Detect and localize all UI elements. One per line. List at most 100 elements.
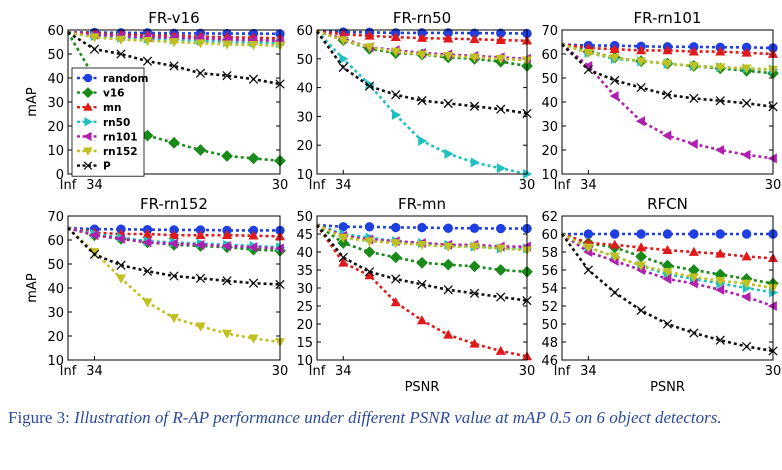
data-point [715,335,725,345]
data-point [495,345,506,355]
y-tick-label: 60 [47,24,64,39]
y-tick-label: 60 [47,234,64,249]
x-axis-label: PSNR [405,380,440,395]
plot-frame [67,215,281,361]
data-point [444,148,454,159]
data-point [115,233,125,244]
data-point [389,251,402,264]
x-tick-label: Inf [309,364,326,379]
x-tick-label: 30 [765,364,782,379]
plot-frame [316,29,528,175]
data-point [609,90,619,102]
data-point [469,338,480,348]
data-point [496,223,506,234]
data-point [416,256,428,269]
legend-marker [82,87,94,99]
y-tick-label: 70 [541,24,558,39]
y-tick-label: 50 [541,72,558,87]
plot-frame [67,29,281,175]
y-tick-label: 50 [296,53,313,68]
y-tick-label: 48 [541,336,558,351]
data-point [364,270,375,280]
chart-title: RFCN [647,195,688,213]
y-tick-label: 25 [296,300,313,315]
data-point [168,38,180,48]
data-point [636,57,647,67]
series-rn152 [67,31,286,51]
series-rn152 [316,223,533,256]
data-point [468,260,481,273]
data-point [442,258,455,271]
data-point [609,239,620,249]
data-point [222,276,232,286]
data-point [583,48,594,59]
data-point [142,266,153,276]
y-tick-label: 40 [296,82,313,97]
y-tick-label: 20 [541,144,558,159]
data-point [715,276,726,287]
series-line [561,43,774,56]
y-tick-label: 62 [541,210,558,225]
series-p [560,233,778,356]
y-tick-label: 50 [47,48,64,63]
data-point [443,52,454,62]
data-point [221,150,233,162]
data-point [494,264,507,276]
data-point [221,40,233,50]
y-tick-label: 54 [541,282,558,297]
data-point [168,238,178,249]
data-point [583,229,594,239]
data-point [741,149,751,160]
data-point [469,223,480,233]
data-point [662,244,673,255]
y-tick-label: 10 [541,168,558,183]
data-point [168,314,180,324]
data-point [338,257,349,267]
data-point [636,229,646,239]
data-point [688,273,699,283]
data-point [715,63,726,73]
x-axis-label: PSNR [650,380,685,395]
y-tick-label: 10 [47,144,64,159]
legend-marker [83,147,93,156]
data-point [195,239,205,250]
data-point [337,237,350,249]
data-point [194,144,207,156]
legend-label: P [103,161,111,173]
data-point [741,341,752,352]
data-point [470,157,480,168]
data-point [443,223,453,233]
data-point [115,35,127,45]
data-point [247,152,260,165]
data-point [609,43,620,54]
x-tick-label: Inf [60,178,77,193]
series-p [561,43,778,112]
data-point [583,243,594,253]
legend-label: rn101 [103,131,138,143]
series-line [316,30,528,42]
data-point [583,64,594,75]
x-tick-label: 34 [580,178,597,193]
data-point [496,104,506,114]
data-point [169,271,179,281]
y-tick-label: 0 [56,168,64,183]
data-point [662,130,672,141]
y-axis-label: mAP [25,87,40,117]
data-point [495,34,506,44]
data-point [741,279,752,289]
data-point [195,68,206,78]
series-p [315,30,532,119]
figure: FR-v16 0 10 20 30 40 50 60 mAP Inf 34 30 random v16 mn… [25,9,782,395]
legend-label: random [103,73,148,85]
data-point [689,328,699,338]
legend-label: rn50 [103,117,130,129]
data-point [89,230,99,241]
series-line [561,232,774,260]
data-point [417,279,427,290]
series-line [68,31,281,36]
y-tick-label: 10 [47,354,64,369]
series-line [561,43,774,71]
series-line [316,30,528,62]
data-point [142,228,153,238]
data-point [636,45,647,55]
